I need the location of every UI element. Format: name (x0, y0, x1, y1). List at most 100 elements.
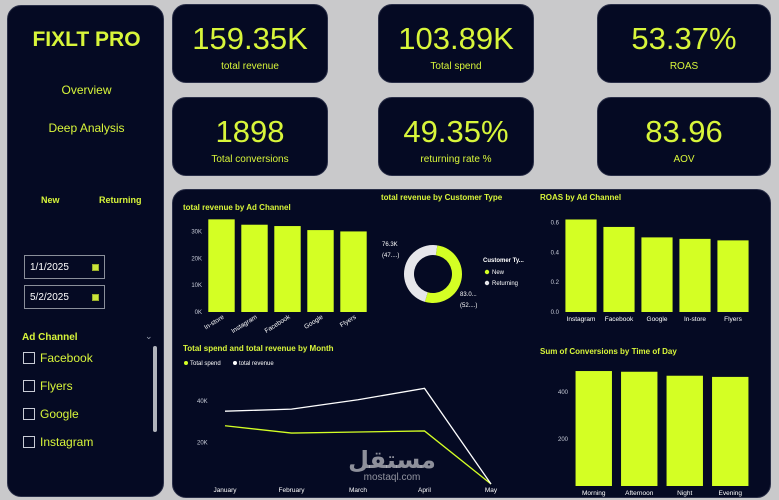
donut-legend-label: New (492, 270, 505, 276)
kpi-total-spend: 103.89K Total spend (378, 4, 534, 83)
x-category-label: Google (303, 314, 325, 331)
bar (641, 237, 673, 312)
x-category-label: January (213, 487, 237, 494)
filter-item-facebook[interactable]: Facebook (23, 350, 93, 366)
x-category-label: March (349, 487, 367, 494)
x-category-label: Flyers (339, 313, 358, 329)
x-category-label: Facebook (264, 313, 293, 334)
donut-data-label: 76.3K (382, 242, 398, 248)
nav-deep-analysis[interactable]: Deep Analysis (48, 121, 125, 135)
calendar-icon[interactable] (92, 294, 99, 301)
segment-new[interactable]: New (41, 195, 60, 205)
y-tick-label: 10K (191, 283, 202, 289)
date-to-value: 5/2/2025 (30, 292, 69, 303)
kpi-label: total revenue (221, 61, 279, 72)
bar (340, 231, 367, 312)
chart-title-roas-by-channel: ROAS by Ad Channel (540, 193, 621, 202)
y-tick-label: 0.2 (551, 280, 560, 286)
bar (208, 219, 235, 312)
charts-panel: total revenue by Ad Channel total revenu… (172, 189, 771, 498)
donut-slice (404, 245, 438, 302)
revenue-by-channel-chart: 0K 10K 20K 30K In-store Instagram Facebook Goog… (191, 219, 367, 335)
series-line (224, 387, 492, 485)
x-category-label: In-store (684, 316, 706, 323)
bar (565, 219, 597, 312)
filter-scrollbar[interactable] (153, 346, 157, 432)
bar (274, 226, 301, 312)
watermark-latin: mostaql.com (363, 472, 421, 483)
series-line (224, 425, 492, 485)
y-tick-label: 40K (197, 399, 208, 405)
filter-title: Ad Channel (22, 332, 78, 343)
watermark: مستقل mostaql.com (342, 447, 442, 484)
y-tick-label: 20K (197, 440, 208, 446)
legend-label: Total spend (190, 361, 221, 367)
filter-item-label: Flyers (40, 379, 73, 393)
date-to-input[interactable]: 5/2/2025 (24, 285, 105, 309)
chart-title-spend-revenue-by-month: Total spend and total revenue by Month (183, 344, 334, 353)
x-category-label: February (278, 487, 305, 494)
x-category-label: Evening (719, 490, 743, 497)
x-category-label: Instagram (567, 316, 596, 323)
x-category-label: Google (647, 316, 668, 323)
legend-marker (484, 269, 490, 275)
kpi-total-revenue: 159.35K total revenue (172, 4, 328, 83)
chevron-down-icon[interactable]: ⌄ (145, 331, 153, 341)
filter-item-google[interactable]: Google (23, 406, 79, 422)
bar (241, 224, 268, 312)
bar (575, 371, 612, 486)
y-tick-label: 0K (195, 310, 202, 316)
x-category-label: May (485, 487, 498, 494)
filter-item-label: Facebook (40, 351, 93, 365)
date-from-input[interactable]: 1/1/2025 (24, 255, 105, 279)
nav-overview[interactable]: Overview (61, 83, 112, 97)
checkbox[interactable] (23, 380, 35, 392)
chart-title-revenue-by-channel: total revenue by Ad Channel (183, 203, 291, 212)
chart-title-conversions-by-time: Sum of Conversions by Time of Day (540, 347, 677, 356)
bar (621, 371, 658, 486)
watermark-arabic: مستقل (348, 447, 436, 474)
bar (666, 375, 703, 486)
bar (712, 376, 749, 486)
checkbox[interactable] (23, 352, 35, 364)
y-tick-label: 200 (558, 437, 569, 443)
kpi-label: AOV (673, 154, 695, 165)
segment-returning[interactable]: Returning (99, 195, 142, 205)
brand-title: FIXLT PRO (32, 28, 141, 51)
checkbox[interactable] (23, 408, 35, 420)
y-tick-label: 20K (191, 256, 202, 262)
checkbox[interactable] (23, 436, 35, 448)
chart-title-revenue-by-customer-type: total revenue by Customer Type (381, 193, 503, 202)
kpi-label: ROAS (669, 61, 699, 72)
bar (603, 226, 635, 312)
x-category-label: April (418, 487, 432, 494)
kpi-value: 83.96 (645, 114, 723, 149)
x-category-label: Instagram (230, 314, 258, 335)
y-tick-label: 0.4 (551, 250, 560, 256)
kpi-label: Total spend (430, 61, 482, 72)
y-tick-label: 400 (558, 390, 569, 396)
roas-by-channel-chart: 0.0 0.2 0.4 0.6 Instagram Facebook Google In-st… (551, 219, 749, 323)
kpi-aov: 83.96 AOV (597, 97, 771, 176)
donut-data-label: 83.0... (460, 292, 477, 298)
calendar-icon[interactable] (92, 264, 99, 271)
kpi-returning-rate: 49.35% returning rate % (378, 97, 534, 176)
spend-revenue-line-chart: 20K 40K January February March April May Total … (184, 361, 498, 494)
y-tick-label: 0.0 (551, 310, 560, 316)
x-category-label: Facebook (605, 316, 634, 323)
legend-label: total revenue (239, 361, 274, 367)
donut-data-label: (47....) (382, 253, 399, 259)
kpi-value: 49.35% (403, 114, 509, 149)
donut-slice (424, 245, 462, 303)
x-category-label: In-store (203, 314, 226, 332)
kpi-label: returning rate % (420, 154, 492, 165)
kpi-value: 1898 (215, 114, 285, 149)
kpi-total-conversions: 1898 Total conversions (172, 97, 328, 176)
filter-item-flyers[interactable]: Flyers (23, 378, 73, 394)
x-category-label: Flyers (724, 316, 742, 323)
y-tick-label: 0.6 (551, 220, 560, 226)
x-category-label: Morning (582, 490, 606, 497)
charts-canvas: total revenue by Ad Channel total revenu… (183, 193, 749, 497)
filter-item-instagram[interactable]: Instagram (23, 434, 93, 450)
kpi-value: 103.89K (398, 21, 514, 56)
